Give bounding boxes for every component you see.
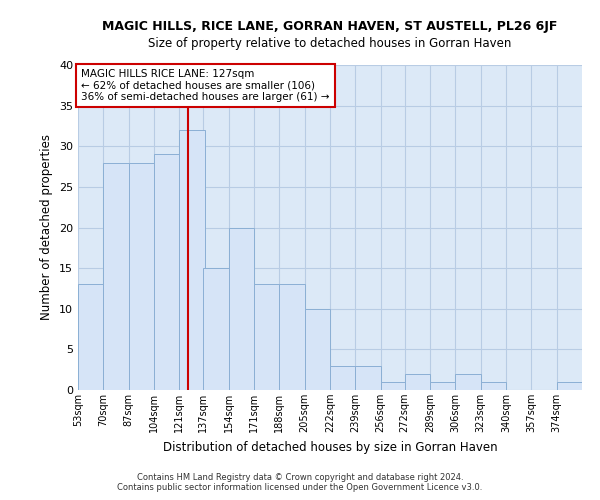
Bar [78, 284, 103, 390]
Bar [481, 382, 506, 390]
Bar [430, 382, 455, 390]
X-axis label: Distribution of detached houses by size in Gorran Haven: Distribution of detached houses by size … [163, 440, 497, 454]
Bar [154, 154, 179, 390]
Bar [355, 366, 380, 390]
Bar [103, 162, 128, 390]
Text: MAGIC HILLS, RICE LANE, GORRAN HAVEN, ST AUSTELL, PL26 6JF: MAGIC HILLS, RICE LANE, GORRAN HAVEN, ST… [103, 20, 557, 33]
Bar [128, 162, 154, 390]
Bar [455, 374, 481, 390]
Bar [305, 308, 330, 390]
Bar [380, 382, 406, 390]
Bar [203, 268, 229, 390]
Bar [254, 284, 280, 390]
Y-axis label: Number of detached properties: Number of detached properties [40, 134, 53, 320]
Text: Size of property relative to detached houses in Gorran Haven: Size of property relative to detached ho… [148, 38, 512, 51]
Text: Contains HM Land Registry data © Crown copyright and database right 2024.
Contai: Contains HM Land Registry data © Crown c… [118, 473, 482, 492]
Bar [179, 130, 205, 390]
Bar [229, 228, 254, 390]
Text: MAGIC HILLS RICE LANE: 127sqm
← 62% of detached houses are smaller (106)
36% of : MAGIC HILLS RICE LANE: 127sqm ← 62% of d… [81, 69, 329, 102]
Bar [280, 284, 305, 390]
Bar [557, 382, 582, 390]
Bar [330, 366, 355, 390]
Bar [404, 374, 430, 390]
